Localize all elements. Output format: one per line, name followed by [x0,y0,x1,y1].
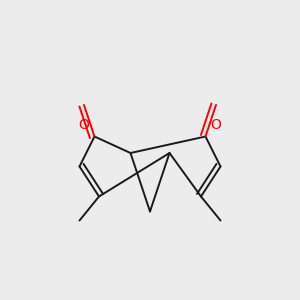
Text: O: O [79,118,89,132]
Text: O: O [211,118,221,132]
